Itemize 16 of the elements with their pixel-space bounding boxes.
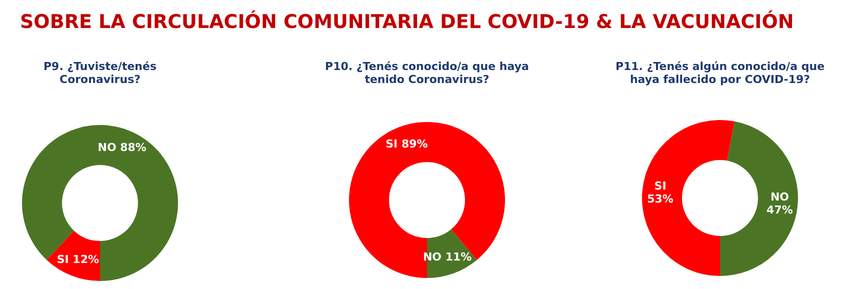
slice-label: NO 88% — [98, 141, 146, 154]
donut-slice — [46, 230, 100, 281]
slice-label: SI 89% — [386, 138, 428, 151]
slice-label: SI — [654, 179, 666, 192]
donut-slice — [642, 120, 735, 276]
data-label: 47% — [766, 204, 793, 217]
slice-label: SI 12% — [56, 252, 100, 266]
text: SOBRE LA CIRCULACIÓN COMUNITARIA DEL COVID-19 & LA VACUNACIÓN — [20, 10, 794, 33]
data-label: 53% — [647, 192, 674, 206]
chart-subtitle: P9. ¿Tuviste/tenés Coronavirus? — [43, 60, 157, 86]
donut-slice — [349, 122, 505, 278]
chart-title: P11. ¿Tenés algún conocido/a que haya fallecido por COVID-19? — [615, 60, 825, 86]
slice-label: NO — [770, 190, 790, 204]
chart-title: P10. ¿Tenés conocido/a que haya tenido Coronavirus? — [325, 60, 529, 86]
donut-slice — [720, 121, 798, 276]
donut-slice — [22, 125, 178, 281]
